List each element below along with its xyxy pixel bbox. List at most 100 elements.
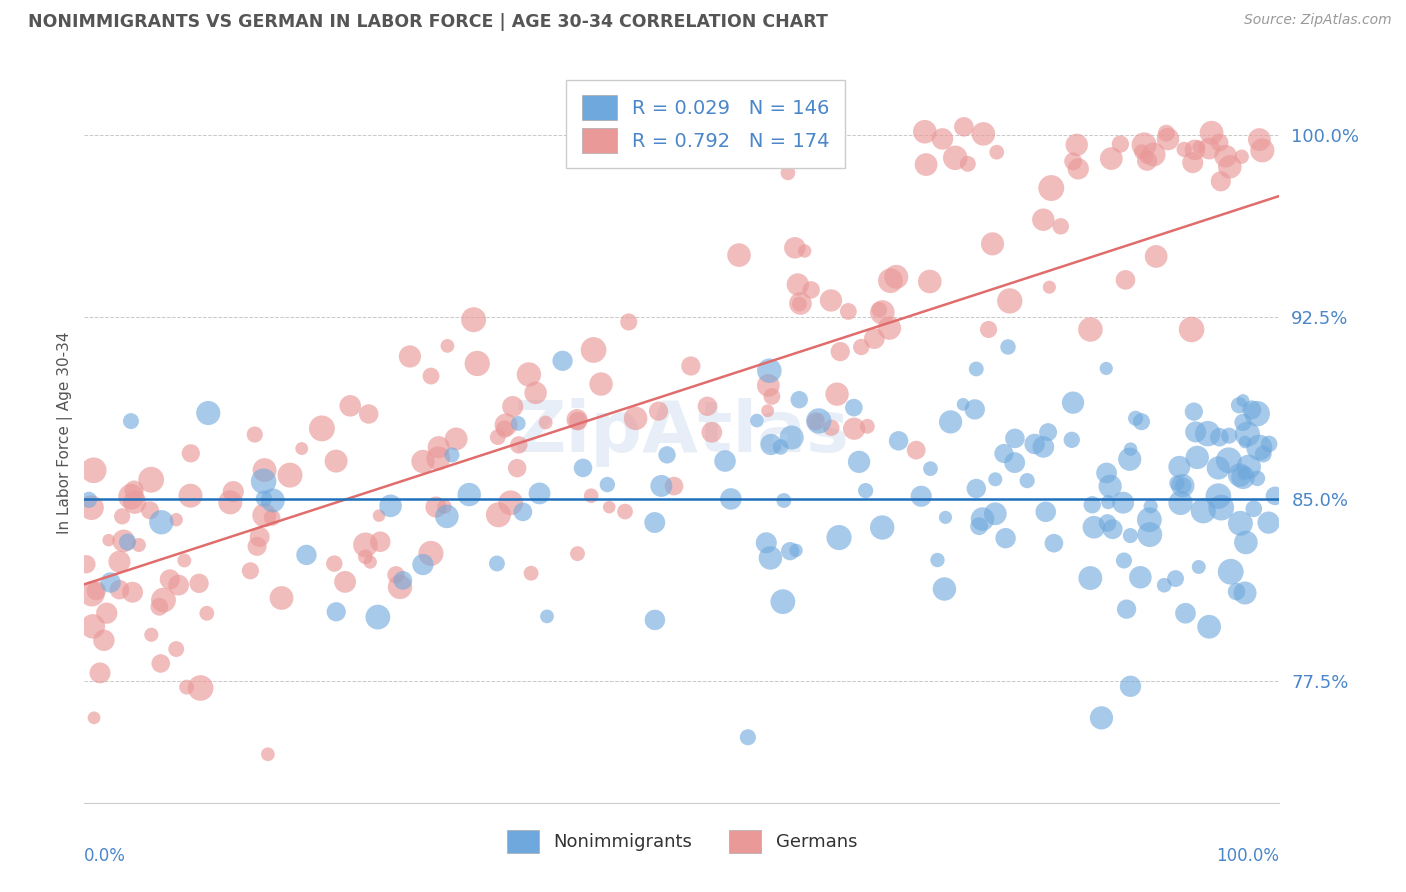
Point bbox=[842, 422, 865, 436]
Point bbox=[1208, 430, 1230, 444]
Point bbox=[800, 283, 823, 297]
Point bbox=[965, 482, 987, 496]
Point bbox=[1234, 535, 1257, 549]
Point bbox=[367, 610, 389, 624]
Point bbox=[565, 412, 588, 426]
Point bbox=[761, 389, 783, 403]
Point bbox=[1136, 153, 1159, 168]
Point bbox=[1062, 154, 1084, 169]
Point bbox=[789, 297, 811, 311]
Point bbox=[758, 364, 780, 378]
Point bbox=[772, 594, 794, 608]
Point bbox=[149, 657, 172, 671]
Point bbox=[1246, 471, 1268, 485]
Point bbox=[1181, 155, 1204, 169]
Point bbox=[1182, 404, 1205, 418]
Point bbox=[311, 421, 333, 435]
Point bbox=[1215, 149, 1237, 163]
Point bbox=[354, 538, 377, 552]
Point bbox=[963, 402, 986, 417]
Point bbox=[986, 145, 1008, 160]
Point bbox=[1024, 437, 1046, 451]
Point bbox=[84, 583, 107, 598]
Point bbox=[644, 516, 666, 530]
Point bbox=[388, 580, 411, 594]
Point bbox=[412, 454, 434, 468]
Point bbox=[828, 531, 851, 545]
Point bbox=[905, 443, 928, 458]
Point bbox=[368, 534, 391, 549]
Point bbox=[662, 479, 685, 493]
Point bbox=[825, 387, 848, 401]
Point bbox=[368, 508, 391, 523]
Point bbox=[1198, 620, 1220, 634]
Point bbox=[1066, 137, 1088, 152]
Point bbox=[780, 431, 803, 445]
Point bbox=[494, 422, 516, 436]
Point bbox=[756, 378, 779, 392]
Point bbox=[755, 535, 778, 549]
Point bbox=[502, 400, 524, 414]
Point bbox=[789, 296, 811, 310]
Point bbox=[108, 582, 131, 597]
Point bbox=[444, 432, 467, 446]
Point bbox=[165, 642, 187, 657]
Point bbox=[463, 312, 485, 326]
Point bbox=[96, 606, 118, 620]
Point bbox=[993, 446, 1015, 460]
Point bbox=[1137, 513, 1160, 527]
Point bbox=[524, 385, 547, 400]
Point bbox=[117, 535, 139, 549]
Point bbox=[1166, 476, 1188, 491]
Point bbox=[120, 490, 142, 504]
Point bbox=[879, 321, 901, 335]
Point bbox=[1035, 505, 1057, 519]
Point bbox=[458, 487, 481, 501]
Point bbox=[1133, 137, 1156, 152]
Point bbox=[837, 304, 859, 318]
Point bbox=[1049, 219, 1071, 234]
Point bbox=[591, 377, 613, 392]
Point bbox=[488, 508, 510, 522]
Point bbox=[567, 414, 589, 428]
Point bbox=[1229, 468, 1251, 483]
Point bbox=[1119, 679, 1142, 693]
Point bbox=[385, 567, 408, 582]
Point bbox=[122, 483, 145, 497]
Point bbox=[918, 275, 941, 289]
Point bbox=[1251, 447, 1274, 461]
Point bbox=[495, 417, 517, 432]
Point bbox=[1211, 500, 1233, 515]
Point bbox=[551, 353, 574, 368]
Point bbox=[139, 503, 162, 517]
Point bbox=[934, 510, 956, 524]
Point bbox=[80, 587, 103, 601]
Point bbox=[1139, 500, 1161, 514]
Point bbox=[517, 368, 540, 382]
Point bbox=[257, 747, 280, 762]
Point bbox=[100, 575, 122, 590]
Point bbox=[436, 509, 458, 524]
Point bbox=[1090, 711, 1112, 725]
Point bbox=[745, 414, 768, 428]
Point bbox=[121, 585, 143, 599]
Point bbox=[179, 489, 201, 503]
Point bbox=[1173, 143, 1195, 157]
Point bbox=[508, 417, 530, 431]
Point bbox=[572, 461, 595, 475]
Point bbox=[239, 564, 262, 578]
Point bbox=[1208, 136, 1230, 150]
Text: NONIMMIGRANTS VS GERMAN IN LABOR FORCE | AGE 30-34 CORRELATION CHART: NONIMMIGRANTS VS GERMAN IN LABOR FORCE |… bbox=[28, 13, 828, 31]
Point bbox=[188, 576, 211, 591]
Point bbox=[1032, 212, 1054, 227]
Point bbox=[759, 550, 782, 565]
Point bbox=[1067, 161, 1090, 176]
Point bbox=[1040, 181, 1063, 195]
Point bbox=[108, 555, 131, 569]
Point bbox=[772, 493, 794, 508]
Point bbox=[89, 665, 111, 680]
Point bbox=[984, 507, 1007, 521]
Point bbox=[339, 399, 361, 413]
Point bbox=[644, 613, 666, 627]
Point bbox=[1209, 174, 1232, 188]
